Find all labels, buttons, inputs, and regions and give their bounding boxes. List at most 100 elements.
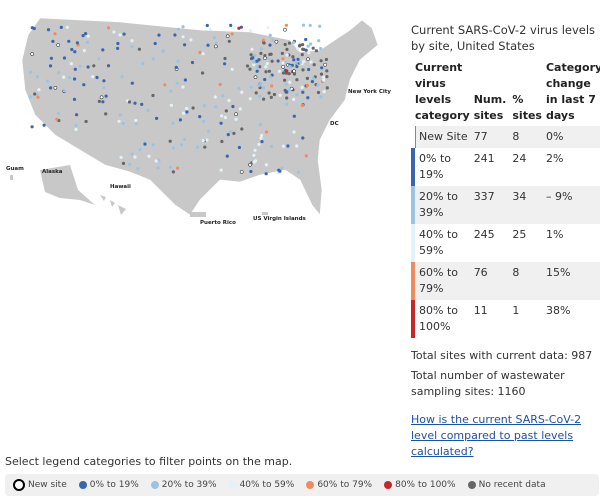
site-dot[interactable] <box>296 57 300 62</box>
site-dot[interactable] <box>257 142 261 146</box>
site-dot[interactable] <box>37 88 41 92</box>
site-dot[interactable] <box>253 148 257 152</box>
site-dot[interactable] <box>248 97 252 101</box>
site-dot[interactable] <box>116 41 120 46</box>
site-dot[interactable] <box>30 125 34 129</box>
site-dot[interactable] <box>237 145 241 150</box>
site-dot[interactable] <box>138 147 142 152</box>
site-dot[interactable] <box>73 77 77 81</box>
site-dot[interactable] <box>249 85 253 89</box>
site-dot[interactable] <box>252 59 256 63</box>
site-dot[interactable] <box>176 27 180 31</box>
site-dot[interactable] <box>62 56 67 60</box>
site-dot[interactable] <box>301 68 305 72</box>
site-dot[interactable] <box>218 82 222 87</box>
site-dot[interactable] <box>223 62 227 66</box>
site-dot[interactable] <box>292 72 297 76</box>
site-dot[interactable] <box>259 81 263 85</box>
site-dot[interactable] <box>249 53 253 57</box>
site-dot[interactable] <box>86 34 90 38</box>
site-dot[interactable] <box>252 160 256 164</box>
site-dot[interactable] <box>161 49 165 54</box>
site-dot[interactable] <box>292 58 296 62</box>
site-dot[interactable] <box>296 170 301 174</box>
site-dot[interactable] <box>75 113 79 117</box>
site-dot[interactable] <box>319 46 323 51</box>
site-dot[interactable] <box>151 57 155 61</box>
site-dot[interactable] <box>296 47 300 51</box>
site-dot[interactable] <box>155 116 159 120</box>
site-dot[interactable] <box>259 47 264 51</box>
site-dot[interactable] <box>213 95 217 99</box>
site-dot[interactable] <box>107 26 111 30</box>
site-dot[interactable] <box>283 27 287 32</box>
site-dot[interactable] <box>196 145 200 149</box>
site-dot[interactable] <box>214 105 218 109</box>
site-dot[interactable] <box>257 94 261 98</box>
site-dot[interactable] <box>181 35 185 39</box>
site-dot[interactable] <box>269 95 273 99</box>
site-dot[interactable] <box>30 52 35 56</box>
site-dot[interactable] <box>207 129 211 133</box>
site-dot[interactable] <box>255 65 259 69</box>
site-dot[interactable] <box>151 93 155 98</box>
site-dot[interactable] <box>55 117 59 121</box>
site-dot[interactable] <box>307 51 311 55</box>
site-dot[interactable] <box>130 81 134 85</box>
site-dot[interactable] <box>245 64 250 68</box>
site-dot[interactable] <box>74 123 78 127</box>
site-dot[interactable] <box>249 28 253 32</box>
site-dot[interactable] <box>181 85 185 89</box>
site-dot[interactable] <box>252 63 256 67</box>
site-dot[interactable] <box>134 118 138 123</box>
site-dot[interactable] <box>154 159 158 163</box>
site-dot[interactable] <box>278 93 282 97</box>
site-dot[interactable] <box>63 89 67 93</box>
site-dot[interactable] <box>118 113 122 117</box>
site-dot[interactable] <box>230 67 234 71</box>
site-dot[interactable] <box>133 101 137 105</box>
site-dot[interactable] <box>212 36 216 40</box>
site-dot[interactable] <box>119 155 123 159</box>
site-dot[interactable] <box>56 43 61 47</box>
site-dot[interactable] <box>263 54 267 58</box>
site-dot[interactable] <box>53 85 58 90</box>
site-dot[interactable] <box>302 59 306 64</box>
site-dot[interactable] <box>319 72 324 76</box>
legend-item[interactable]: 40% to 59% <box>228 480 294 490</box>
site-dot[interactable] <box>262 86 266 90</box>
site-dot[interactable] <box>270 59 274 63</box>
site-dot[interactable] <box>53 32 57 36</box>
site-dot[interactable] <box>310 80 314 84</box>
site-dot[interactable] <box>281 144 286 148</box>
site-dot[interactable] <box>29 95 33 99</box>
site-dot[interactable] <box>45 79 50 83</box>
site-dot[interactable] <box>259 51 263 56</box>
site-dot[interactable] <box>122 32 126 36</box>
site-dot[interactable] <box>280 51 284 56</box>
site-dot[interactable] <box>82 83 86 87</box>
site-dot[interactable] <box>271 38 275 42</box>
site-dot[interactable] <box>240 90 244 94</box>
site-dot[interactable] <box>91 75 95 79</box>
site-dot[interactable] <box>280 166 284 170</box>
site-dot[interactable] <box>255 69 259 73</box>
site-dot[interactable] <box>42 123 46 127</box>
site-dot[interactable] <box>182 111 186 115</box>
site-dot[interactable] <box>285 90 289 94</box>
site-dot[interactable] <box>146 108 150 112</box>
site-dot[interactable] <box>298 44 302 48</box>
site-dot[interactable] <box>239 170 244 174</box>
site-dot[interactable] <box>250 47 254 51</box>
site-dot[interactable] <box>65 25 69 29</box>
site-dot[interactable] <box>67 39 71 43</box>
site-dot[interactable] <box>73 67 77 71</box>
site-dot[interactable] <box>174 65 178 69</box>
site-dot[interactable] <box>183 78 187 82</box>
site-dot[interactable] <box>301 47 305 51</box>
site-dot[interactable] <box>323 62 327 67</box>
site-dot[interactable] <box>102 86 106 90</box>
site-dot[interactable] <box>286 144 290 148</box>
site-dot[interactable] <box>203 145 207 149</box>
site-dot[interactable] <box>69 62 73 66</box>
